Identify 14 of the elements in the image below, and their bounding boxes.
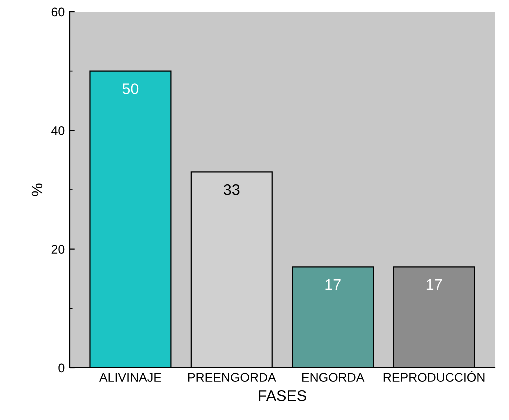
y-axis-title: % xyxy=(32,184,43,196)
x-tick-label: ALIVINAJE xyxy=(99,373,162,382)
y-tick-label: 60 xyxy=(52,8,65,17)
x-tick-label: ENGORDA xyxy=(302,373,365,382)
data-label: 17 xyxy=(426,280,442,290)
x-axis-title: FASES xyxy=(259,390,306,402)
y-tick-label: 20 xyxy=(52,245,65,254)
y-tick-label: 40 xyxy=(52,126,65,136)
data-label: 33 xyxy=(224,184,240,196)
x-tick-label: PREENGORDA xyxy=(188,373,276,382)
data-label: 50 xyxy=(122,84,139,94)
x-tick-label: REPRODUCCIÓN xyxy=(384,371,485,382)
data-label: 17 xyxy=(326,280,341,290)
y-tick-label: 0 xyxy=(58,364,65,373)
